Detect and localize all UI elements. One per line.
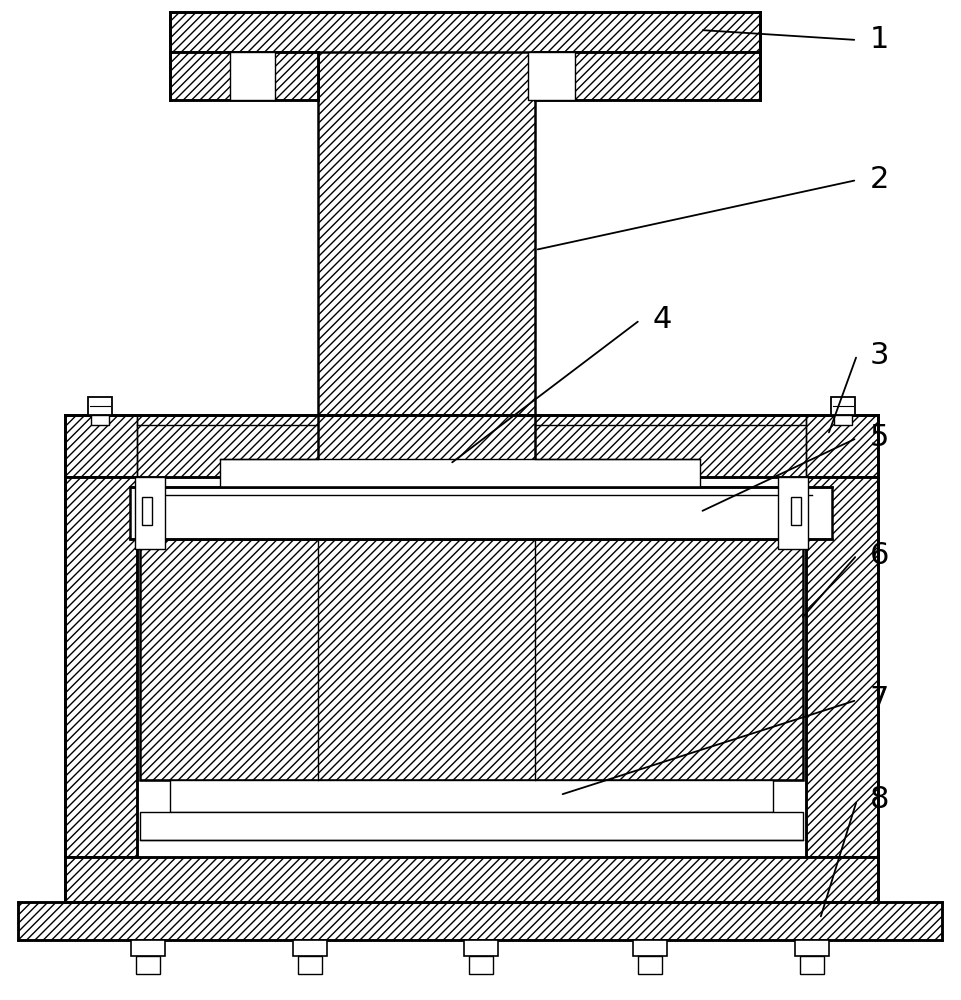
Bar (469, 956, 492, 974)
Bar (131, 940, 165, 956)
Bar (777, 477, 807, 549)
Bar (140, 539, 802, 780)
Bar (534, 52, 759, 100)
Bar (830, 397, 854, 415)
Bar (65, 857, 877, 902)
Bar (463, 940, 498, 956)
Bar (220, 459, 700, 487)
Bar (318, 477, 534, 780)
Bar (18, 902, 941, 940)
Bar (298, 956, 322, 974)
Bar (140, 812, 802, 840)
Bar (528, 52, 575, 100)
Bar (87, 397, 111, 415)
Bar (170, 780, 773, 812)
Bar (142, 497, 152, 525)
Bar (833, 415, 851, 425)
Text: 8: 8 (869, 786, 889, 814)
Bar (805, 477, 877, 857)
Text: 2: 2 (869, 165, 889, 194)
Bar (794, 940, 828, 956)
Bar (136, 956, 160, 974)
Bar (293, 940, 327, 956)
Text: 3: 3 (869, 340, 889, 369)
Bar (91, 415, 109, 425)
Bar (800, 956, 824, 974)
Text: 1: 1 (869, 25, 889, 54)
Bar (170, 52, 318, 100)
Bar (135, 477, 165, 549)
Bar (790, 497, 801, 525)
Bar (230, 52, 275, 100)
Text: 4: 4 (653, 306, 672, 334)
Text: 6: 6 (869, 540, 889, 570)
Bar (637, 956, 661, 974)
Bar (65, 477, 136, 857)
Bar (65, 415, 877, 477)
Text: 5: 5 (869, 424, 889, 452)
Bar (632, 940, 666, 956)
Bar (170, 12, 759, 52)
Bar (318, 12, 534, 425)
Text: 7: 7 (869, 686, 889, 714)
Bar (130, 487, 831, 539)
